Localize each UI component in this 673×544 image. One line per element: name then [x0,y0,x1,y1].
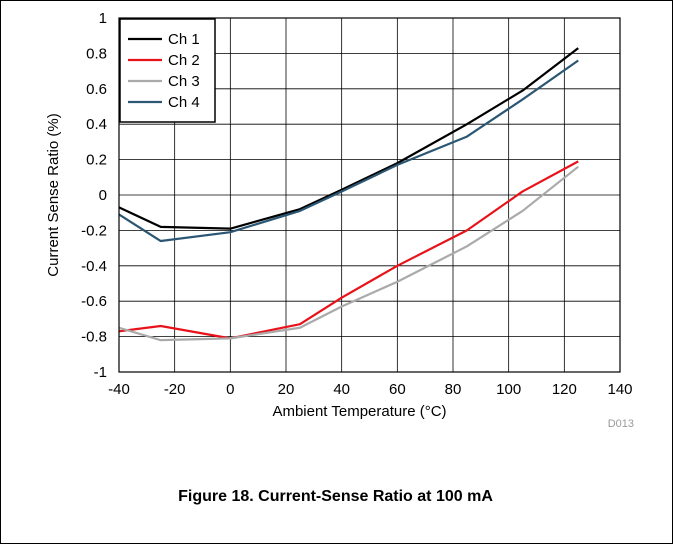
series-line-1 [118,47,579,230]
x-tick-label: -40 [108,381,130,398]
series-line-3 [118,165,579,342]
y-tick-label: 0.6 [86,81,107,98]
legend-label-2: Ch 2 [168,52,200,69]
x-tick-label: -20 [164,381,186,398]
legend: Ch 1 Ch 2 Ch 3 Ch 4 [119,18,216,123]
plot-border [118,17,621,373]
x-tick-label: 40 [333,381,350,398]
y-tick-label: -0.8 [81,329,107,346]
x-tick-label: 140 [607,381,632,398]
y-tick-label: -0.2 [81,222,107,239]
x-tick-label: 80 [445,381,462,398]
y-tick-label: 1 [99,10,107,27]
y-tick-label: 0 [99,187,107,204]
figure-caption: Figure 18. Current-Sense Ratio at 100 mA [178,488,493,505]
y-tick-label: 0.4 [86,116,107,133]
figure-id: D013 [608,418,634,430]
x-axis-label: Ambient Temperature (°C) [272,403,446,420]
y-axis-label: Current Sense Ratio (%) [45,113,62,276]
y-tick-label: -0.6 [81,293,107,310]
legend-label-1: Ch 1 [168,31,200,48]
legend-box [119,18,216,123]
series-lines [118,47,579,342]
x-tick-label: 20 [278,381,295,398]
x-tick-label: 0 [226,381,234,398]
x-tick-label: 100 [496,381,521,398]
x-tick-label: 120 [552,381,577,398]
tick-labels: -40 -20 0 20 40 60 80 100 120 140 1 0.8 0.6 0.4 0.2 0 -0… [81,10,632,398]
x-tick-label: 60 [389,381,406,398]
series-line-4 [118,59,579,243]
y-tick-label: 0.8 [86,45,107,62]
legend-label-4: Ch 4 [168,94,200,111]
legend-label-3: Ch 3 [168,73,200,90]
y-tick-label: 0.2 [86,152,107,169]
y-tick-label: -0.4 [81,258,107,275]
series-line-2 [118,160,579,340]
y-tick-label: -1 [94,364,107,381]
